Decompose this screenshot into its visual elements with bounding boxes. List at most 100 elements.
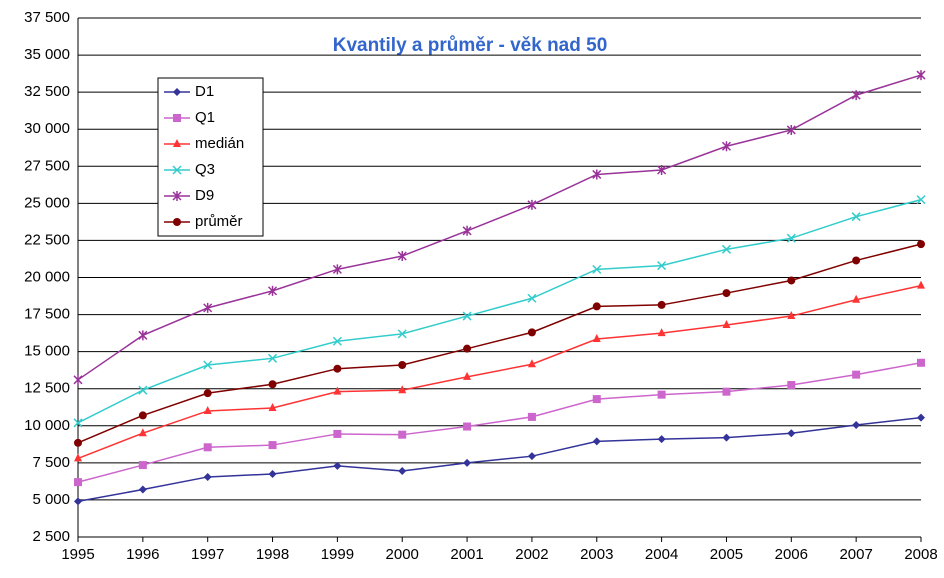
legend-label: průměr xyxy=(195,213,243,230)
legend-marker xyxy=(173,114,181,122)
data-point xyxy=(592,264,602,274)
data-point xyxy=(657,390,666,399)
y-tick-label: 27 500 xyxy=(24,157,70,174)
x-tick-label: 2007 xyxy=(839,546,872,563)
legend-label: Q3 xyxy=(195,161,215,178)
data-point xyxy=(786,124,796,135)
data-point xyxy=(592,437,601,446)
data-point xyxy=(332,336,342,346)
data-point xyxy=(851,212,861,222)
x-tick-label: 1997 xyxy=(191,546,224,563)
y-tick-label: 25 000 xyxy=(24,194,70,211)
data-point xyxy=(852,294,861,303)
x-tick-label: 2006 xyxy=(775,546,808,563)
data-point xyxy=(397,329,407,339)
data-point xyxy=(787,381,796,390)
data-point xyxy=(398,430,407,439)
x-tick-label: 2003 xyxy=(580,546,613,563)
data-point xyxy=(333,364,342,373)
data-point xyxy=(722,387,731,396)
y-tick-label: 20 000 xyxy=(24,268,70,285)
data-point xyxy=(74,453,82,462)
data-point xyxy=(138,411,147,420)
data-point xyxy=(917,240,925,249)
data-point xyxy=(268,285,278,296)
legend-marker xyxy=(173,88,181,96)
data-point xyxy=(203,472,212,481)
data-point xyxy=(74,478,82,487)
legend-label: medián xyxy=(195,135,244,152)
x-tick-label: 1995 xyxy=(61,546,94,563)
data-point xyxy=(852,370,861,379)
legend-marker xyxy=(173,139,181,147)
data-point xyxy=(268,469,277,478)
y-tick-label: 12 500 xyxy=(24,380,70,397)
x-tick-label: 1999 xyxy=(321,546,354,563)
data-point xyxy=(852,421,861,430)
data-point xyxy=(527,452,536,461)
y-tick-label: 17 500 xyxy=(24,306,70,323)
legend-marker xyxy=(173,218,181,226)
data-point xyxy=(592,169,602,180)
data-point xyxy=(463,458,472,467)
data-point xyxy=(721,141,731,152)
legend-marker xyxy=(172,165,182,175)
data-point xyxy=(333,429,342,438)
legend-label: D9 xyxy=(195,187,214,204)
legend-label: D1 xyxy=(195,83,214,100)
data-point xyxy=(203,389,212,398)
y-tick-label: 7 500 xyxy=(32,454,70,471)
data-point xyxy=(268,402,277,411)
data-point xyxy=(203,360,213,370)
x-tick-label: 2000 xyxy=(386,546,419,563)
data-point xyxy=(657,164,667,175)
chart-title: Kvantily a průměr - věk nad 50 xyxy=(333,35,608,56)
data-point xyxy=(138,461,147,470)
data-point xyxy=(527,328,536,337)
data-point xyxy=(462,311,472,321)
legend-label: Q1 xyxy=(195,109,215,126)
y-tick-label: 37 500 xyxy=(24,9,70,26)
x-tick-label: 2001 xyxy=(450,546,483,563)
y-tick-label: 15 000 xyxy=(24,343,70,360)
data-point xyxy=(917,280,925,289)
data-point xyxy=(592,395,601,404)
data-point xyxy=(74,438,82,447)
data-point xyxy=(917,358,925,367)
data-point xyxy=(916,195,926,205)
data-point xyxy=(527,359,536,368)
data-point xyxy=(463,371,472,380)
y-tick-label: 2 500 xyxy=(32,528,70,545)
data-point xyxy=(787,429,796,438)
data-point xyxy=(332,264,342,275)
data-point xyxy=(398,360,407,369)
data-point xyxy=(138,330,148,341)
data-point xyxy=(657,435,666,444)
data-point xyxy=(398,467,407,476)
y-tick-label: 35 000 xyxy=(24,46,70,63)
data-point xyxy=(851,90,861,101)
data-point xyxy=(463,344,472,353)
x-tick-label: 2004 xyxy=(645,546,678,563)
data-point xyxy=(527,199,537,210)
y-tick-label: 5 000 xyxy=(32,491,70,508)
series-line xyxy=(77,416,922,503)
x-tick-label: 2008 xyxy=(904,546,937,563)
x-tick-label: 1996 xyxy=(126,546,159,563)
y-tick-label: 30 000 xyxy=(24,120,70,137)
data-point xyxy=(786,233,796,243)
data-point xyxy=(916,70,926,81)
data-point xyxy=(917,413,925,422)
data-point xyxy=(74,497,82,506)
data-point xyxy=(138,385,148,395)
data-point xyxy=(657,328,666,337)
data-point xyxy=(203,302,213,313)
data-point xyxy=(203,405,212,414)
series-line xyxy=(77,243,922,444)
data-point xyxy=(721,244,731,254)
series-line xyxy=(77,362,922,483)
data-point xyxy=(852,256,861,265)
x-tick-label: 2002 xyxy=(515,546,548,563)
data-point xyxy=(73,418,83,428)
data-point xyxy=(333,461,342,470)
